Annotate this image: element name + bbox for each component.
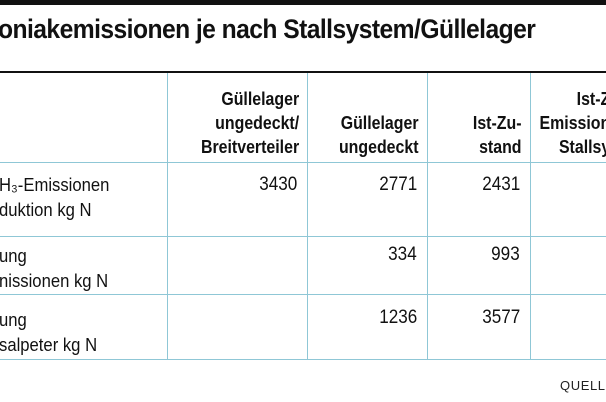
table-title: oniakemissionen je nach Stallsystem/Güll… (0, 14, 536, 44)
header-row-divider (0, 162, 606, 163)
column-header: Güllelager ungedeckt/ Breitverteiler (201, 87, 299, 159)
table-cell: 3577 (481, 307, 520, 328)
column-header-line: Güllelager (221, 88, 299, 109)
column-header-line: Ist-Zu- (473, 112, 522, 133)
row-label-line: ung (0, 309, 27, 330)
column-header-line: Emission (539, 112, 606, 133)
column-header-line: ungedeckt/ (215, 112, 299, 133)
column-header: Ist-Zu- stand (473, 111, 522, 159)
column-divider (307, 73, 308, 360)
row-divider (0, 236, 606, 237)
table-cell: 2431 (481, 174, 520, 195)
column-divider (167, 73, 168, 360)
table-cell: 993 (491, 244, 520, 265)
row-label-line: ung (0, 245, 27, 266)
row-divider (0, 294, 606, 295)
column-header-line: ungedeckt (339, 136, 419, 157)
table-cell: 2771 (378, 174, 417, 195)
table-bottom-rule (0, 359, 606, 360)
column-header-line: Breitverteiler (200, 136, 299, 157)
column-header-line: Ist-Z (576, 88, 606, 109)
table-cell: 1236 (378, 307, 417, 328)
row-label: ung nissionen kg N (0, 243, 108, 293)
row-label-line: duktion kg N (0, 199, 92, 220)
column-header: Güllelager ungedeckt (339, 111, 419, 159)
column-header-line: Stallsy (558, 136, 606, 157)
row-label-line: nissionen kg N (0, 270, 109, 291)
row-label-line: salpeter kg N (0, 334, 98, 355)
column-divider (530, 73, 531, 360)
row-label-line: H₃-Emissionen (0, 174, 110, 195)
column-header-line: Güllelager (341, 112, 419, 133)
row-label: ung salpeter kg N (0, 307, 97, 357)
column-divider (427, 73, 428, 360)
title-rule (0, 71, 606, 73)
row-label: H₃-Emissionen duktion kg N (0, 172, 109, 222)
column-header: Ist-Z Emission Stallsy (539, 87, 606, 159)
table-cell: 3430 (258, 174, 297, 195)
source-label: QUELL (560, 378, 606, 393)
table-cell: 334 (388, 244, 417, 265)
column-header-line: stand (479, 136, 522, 157)
top-rule (0, 0, 606, 5)
